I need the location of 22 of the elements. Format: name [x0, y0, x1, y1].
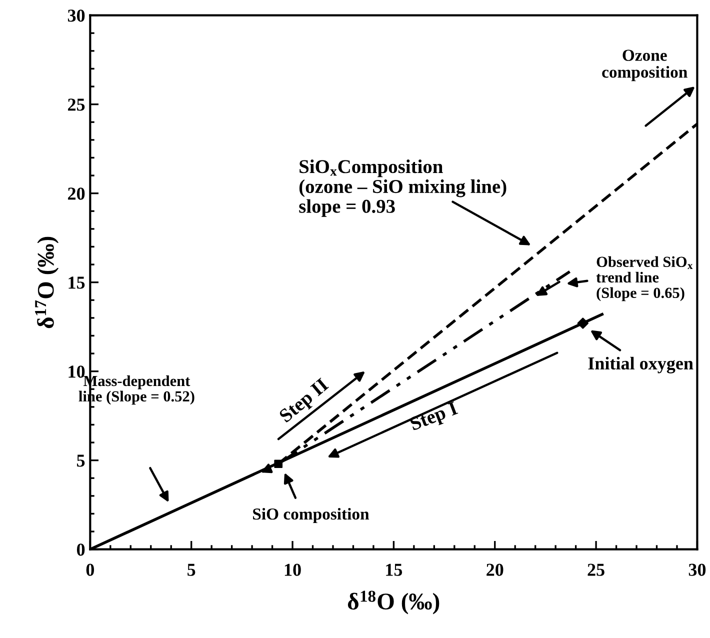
annotation: SiO$_{x}$Composition (ozone – SiO mixing line) slope = 0.93	[299, 159, 506, 217]
y-tick-label: 15	[68, 276, 85, 289]
y-tick-label: 0	[76, 544, 85, 556]
annotation: SiO composition	[253, 508, 370, 524]
x-tick-label: 25	[588, 564, 604, 576]
annotation: Step II	[278, 377, 332, 426]
x-tick-label: 10	[284, 564, 301, 576]
annotation: Initial oxygen	[588, 356, 694, 374]
y-tick-label: 25	[68, 98, 85, 111]
text: Observed SiO$_{x}$ trend line (Slope = 0.65)	[596, 256, 693, 302]
x-tick-label: 20	[486, 564, 504, 576]
annotation: Ozone composition	[602, 50, 688, 82]
x-tick-label: 15	[386, 564, 402, 576]
annotation: Step I	[409, 401, 460, 434]
y-tick-label: 20	[68, 188, 85, 200]
x-tick-label: 5	[188, 564, 196, 576]
y-axis-title: δ$^{17}$O (‰)	[35, 236, 59, 328]
x-tick-label: 0	[86, 564, 94, 576]
y-tick-label: 5	[77, 454, 85, 467]
y-tick-label: 30	[68, 10, 85, 22]
x-tick-label: 30	[688, 564, 706, 576]
x-axis-title: δ$^{18}$O (‰)	[348, 590, 440, 614]
